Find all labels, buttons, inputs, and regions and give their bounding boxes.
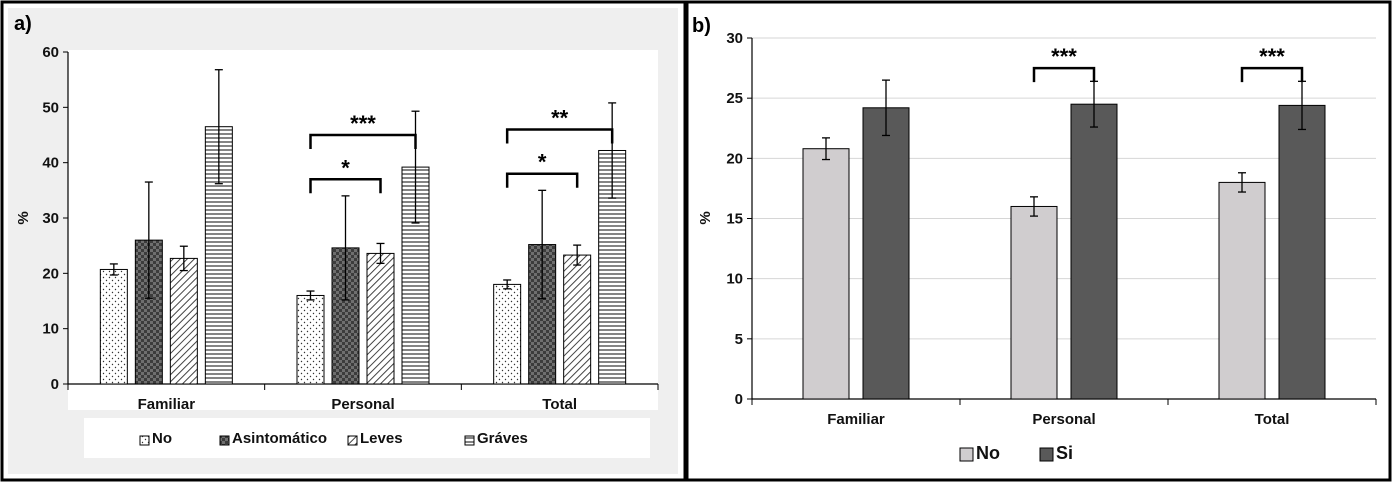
panel-a-y-tick-label: 50: [42, 99, 59, 116]
panel-a-bar-no-personal: [296, 294, 325, 385]
panel-b-category-label-total: Total: [1255, 411, 1290, 428]
panel-a-error-bar-no-familiar: [109, 263, 118, 276]
panel-b-error-bar-no-total: [1238, 172, 1246, 193]
panel-b-y-axis-label: %: [697, 211, 714, 224]
panel-b-bar-no-personal: [1010, 205, 1058, 400]
panel-b-bar-si-total: [1278, 104, 1326, 400]
panel-a-category-label-total: Total: [542, 396, 577, 413]
panel-a-category-label-personal: Personal: [331, 396, 394, 413]
panel-b-bar-si-personal: [1070, 103, 1118, 400]
panel-a-legend-box: [84, 418, 650, 458]
legend-label: No: [976, 443, 1000, 463]
panel-b-error-bar-no-personal: [1030, 196, 1038, 217]
panel-b-category-label-personal: Personal: [1032, 411, 1095, 428]
panel-a-bar-no-familiar: [99, 268, 128, 385]
panel-a-y-tick-label: 0: [51, 376, 59, 393]
panel-b-bar-no-familiar: [802, 148, 850, 400]
panel-a-bar-leves-total: [563, 254, 592, 385]
legend-swatch: [139, 435, 150, 446]
panel-a-bar-no-total: [493, 283, 522, 385]
panel-a-bar-asintomatico-personal: [331, 247, 360, 385]
panel-a-error-bar-asintomatico-total: [538, 189, 547, 300]
panel-b-y-tick-label: 20: [726, 150, 743, 167]
panel-a-legend-item-leves: Leves: [347, 430, 403, 447]
panel-a-bar-leves-familiar: [169, 257, 198, 385]
legend-swatch: [1039, 447, 1054, 462]
panel-b-chart: 0 5 10 15 20 25 30 Familiar Personal Total *** *** N…: [726, 30, 1377, 463]
panel-a-error-bar-leves-familiar: [179, 245, 188, 272]
legend-label: Si: [1056, 443, 1073, 463]
panel-b-legend: No Si: [959, 443, 1073, 463]
panel-b-frame: [685, 0, 1392, 482]
significance-stars: ***: [1051, 44, 1077, 69]
panel-a-error-bar-no-total: [503, 279, 512, 290]
panel-a-y-axis-label: %: [15, 211, 32, 224]
panel-b-y-tick-label: 25: [726, 90, 743, 107]
panel-b-y-tick-label: 10: [726, 271, 743, 288]
panel-b-error-bar-no-familiar: [822, 137, 830, 161]
legend-swatch: [959, 447, 974, 462]
panel-a-y-tick-label: 40: [42, 155, 59, 172]
legend-label: Asintomático: [232, 430, 327, 447]
significance-stars: ***: [1259, 44, 1285, 69]
bracket-line: [1032, 66, 1096, 83]
panel-b-category-label-familiar: Familiar: [827, 411, 885, 428]
panel-b-error-bar-si-familiar: [882, 79, 890, 137]
panel-a-frame: [0, 0, 687, 482]
panel-b-bar-no-total: [1218, 181, 1266, 400]
legend-swatch: [347, 435, 358, 446]
legend-label: Gráves: [477, 430, 528, 447]
panel-b-y-tick-label: 30: [726, 30, 743, 47]
panel-a-legend-item-graves: Gráves: [464, 430, 528, 447]
panel-b-y-tick-label: 0: [735, 391, 743, 408]
panel-a-significance-bracket-1: ***: [309, 111, 417, 149]
bracket-line: [309, 178, 382, 194]
panel-a-legend-item-no: No: [139, 430, 172, 447]
bracket-line: [309, 133, 417, 149]
panel-a-error-bar-no-personal: [306, 290, 315, 301]
panel-a-bar-leves-personal: [366, 252, 395, 385]
panel-a-error-bar-asintomatico-familiar: [144, 181, 153, 299]
panel-a-error-bar-graves-personal: [411, 110, 420, 224]
panel-a-plot-area: [68, 50, 658, 410]
panel-b-y-tick-label: 15: [726, 211, 743, 228]
panel-a-category-label-familiar: Familiar: [138, 396, 196, 413]
legend-swatch: [219, 435, 230, 446]
panel-a-error-bar-graves-familiar: [214, 69, 223, 185]
panel-a-error-bar-graves-total: [608, 102, 617, 199]
panel-a-significance-bracket-4: *: [505, 150, 579, 188]
panel-b-legend-item-no: No: [959, 443, 1000, 463]
significance-stars: ***: [350, 111, 376, 136]
panel-b-bar-si-familiar: [862, 107, 910, 400]
legend-label: No: [152, 430, 172, 447]
panel-a-label: a): [14, 13, 32, 35]
bracket-line: [505, 128, 614, 144]
panel-b-significance-bracket-1: ***: [1032, 44, 1096, 83]
bracket-line: [1240, 66, 1304, 83]
panel-a-y-tick-label: 20: [42, 265, 59, 282]
panel-b-significance-bracket-2: ***: [1240, 44, 1304, 83]
significance-stars: *: [341, 155, 350, 180]
panel-a-significance-bracket-3: **: [505, 105, 614, 144]
panel-a-significance-bracket-2: *: [309, 155, 382, 194]
panel-b-legend-item-si: Si: [1039, 443, 1073, 463]
significance-stars: *: [538, 150, 547, 175]
panel-a-error-bar-leves-total: [573, 244, 582, 266]
panel-a-y-tick-label: 10: [42, 321, 59, 338]
panel-a-legend-item-asintomatico: Asintomático: [219, 430, 327, 447]
bracket-line: [505, 172, 579, 188]
panel-a-legend: No Asintomático Leves Gráves: [139, 430, 528, 447]
panel-a-y-tick-label: 60: [42, 44, 59, 61]
panel-b-y-tick-label: 5: [735, 331, 743, 348]
panel-b-label: b): [692, 15, 711, 37]
panel-a-error-bar-leves-personal: [376, 242, 385, 265]
legend-label: Leves: [360, 430, 403, 447]
panel-a-y-tick-label: 30: [42, 210, 59, 227]
significance-stars: **: [551, 105, 569, 130]
panel-a-error-bar-asintomatico-personal: [341, 195, 350, 301]
legend-swatch: [464, 435, 475, 446]
